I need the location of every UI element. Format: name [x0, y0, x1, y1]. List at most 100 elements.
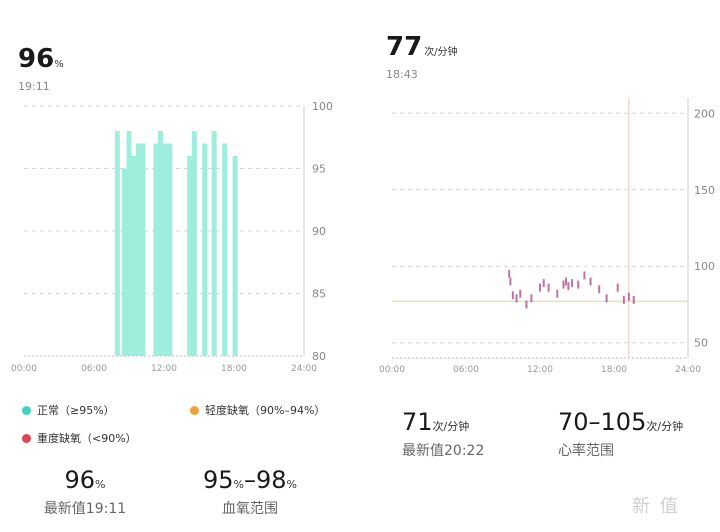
spo2-current: 96%	[18, 44, 64, 74]
legend-mild-label: 轻度缺氧（90%–94%）	[205, 404, 326, 417]
heart-point	[622, 295, 625, 304]
spo2-y-tick: 90	[312, 225, 326, 238]
heart-latest-unit: 次/分钟	[432, 420, 470, 433]
spo2-range-low: 95	[203, 466, 234, 494]
heart-point	[598, 285, 601, 294]
spo2-y-tick: 85	[312, 288, 326, 301]
heart-y-tick: 100	[694, 260, 715, 273]
spo2-bar	[114, 131, 120, 356]
spo2-bar	[211, 131, 217, 356]
heart-current: 77 次/分钟	[386, 32, 458, 62]
spo2-latest-unit: %	[95, 478, 106, 491]
legend-mild: 轻度缺氧（90%–94%）	[190, 402, 325, 418]
heart-x-tick: 18:00	[601, 365, 627, 375]
spo2-x-ticks: 00:00 06:00 12:00 18:00 24:00	[11, 364, 317, 374]
spo2-range-high: 98	[256, 466, 287, 494]
legend-severe-dot	[22, 433, 31, 443]
legend-normal-label: 正常（≥95%）	[37, 404, 115, 417]
heart-point	[583, 271, 586, 280]
spo2-bar	[187, 156, 193, 356]
heart-point	[508, 269, 511, 278]
spo2-range-high-unit: %	[286, 478, 297, 491]
watermark: 新 值	[632, 492, 680, 518]
spo2-range-dash: –	[244, 466, 256, 494]
heart-range-value: 70–105	[558, 408, 647, 436]
heart-point	[605, 294, 608, 303]
heart-point	[509, 277, 512, 286]
spo2-bar	[131, 156, 137, 356]
heart-x-ticks: 00:00 06:00 12:00 18:00 24:00	[379, 365, 701, 375]
heart-latest-label: 最新值20:22	[402, 443, 485, 459]
heart-y-tick: 200	[694, 107, 715, 120]
heart-point	[589, 277, 592, 286]
spo2-latest-value: 96	[64, 466, 96, 494]
heart-range-unit: 次/分钟	[646, 420, 684, 433]
spo2-bar	[158, 131, 163, 356]
heart-point	[632, 295, 635, 304]
spo2-bar	[232, 156, 238, 356]
heart-point	[564, 277, 567, 286]
spo2-bar	[167, 143, 173, 356]
spo2-value: 96	[18, 44, 55, 74]
heart-latest: 71次/分钟 最新值20:22	[402, 408, 484, 460]
spo2-bar	[153, 143, 159, 356]
heart-points	[508, 269, 635, 309]
heart-grid	[392, 98, 689, 359]
legend-severe: 重度缺氧（<90%）	[22, 430, 137, 446]
heart-point	[547, 283, 550, 292]
spo2-y-ticks: 80 85 90 95 100	[312, 100, 333, 363]
spo2-bar	[202, 143, 208, 356]
heart-point	[542, 279, 545, 288]
spo2-bar	[121, 168, 127, 356]
heart-y-tick: 150	[694, 184, 715, 197]
spo2-bars	[114, 131, 238, 356]
heart-x-tick: 12:00	[527, 365, 553, 375]
heart-point	[577, 280, 580, 289]
heart-point	[567, 282, 570, 291]
legend-normal: 正常（≥95%）	[22, 402, 115, 418]
heart-point	[525, 300, 528, 309]
spo2-chart: 80 85 90 95 100 00:00 06:00 12:00 18:00 24:00	[11, 100, 333, 374]
spo2-bar	[135, 143, 141, 356]
legend-mild-dot	[190, 405, 199, 415]
heart-time: 18:43	[386, 68, 418, 81]
heart-x-tick: 24:00	[675, 365, 701, 375]
spo2-x-tick: 00:00	[11, 364, 37, 374]
legend-severe-label: 重度缺氧（<90%）	[37, 432, 137, 445]
spo2-bar	[222, 143, 228, 356]
spo2-range-low-unit: %	[233, 478, 244, 491]
heart-unit: 次/分钟	[424, 47, 458, 58]
spo2-bar	[162, 143, 168, 356]
heart-y-ticks: 50 100 150 200	[694, 107, 715, 349]
heart-point	[515, 294, 518, 303]
spo2-bar	[126, 131, 132, 356]
heart-point	[539, 283, 541, 292]
spo2-x-tick: 18:00	[221, 364, 247, 374]
spo2-unit: %	[54, 59, 64, 70]
heart-chart: 50 100 150 200 00:00 06:00 12:00 18:00 24:00	[379, 98, 715, 375]
spo2-time: 19:11	[18, 80, 50, 93]
heart-y-tick: 50	[694, 337, 708, 350]
heart-point	[616, 283, 619, 292]
spo2-range: 95%–98% 血氧范围	[190, 466, 310, 518]
heart-point	[627, 292, 630, 301]
spo2-bar	[191, 131, 197, 356]
spo2-x-tick: 12:00	[151, 364, 177, 374]
heart-point	[530, 294, 533, 303]
spo2-latest: 96% 最新值19:11	[30, 466, 140, 518]
spo2-range-label: 血氧范围	[222, 501, 278, 517]
heart-point	[556, 289, 559, 298]
heart-range: 70–105次/分钟 心率范围	[558, 408, 683, 460]
spo2-latest-label: 最新值19:11	[43, 501, 127, 517]
heart-point	[562, 280, 565, 289]
heart-point	[519, 289, 522, 298]
heart-x-tick: 06:00	[453, 365, 479, 375]
watermark-text: 新 值	[632, 496, 680, 517]
heart-point	[571, 279, 574, 288]
heart-range-label: 心率范围	[558, 443, 614, 459]
legend-normal-dot	[22, 405, 31, 415]
spo2-y-tick: 80	[312, 350, 326, 363]
spo2-x-tick: 24:00	[291, 364, 317, 374]
spo2-x-tick: 06:00	[81, 364, 107, 374]
spo2-y-tick: 95	[312, 163, 326, 176]
